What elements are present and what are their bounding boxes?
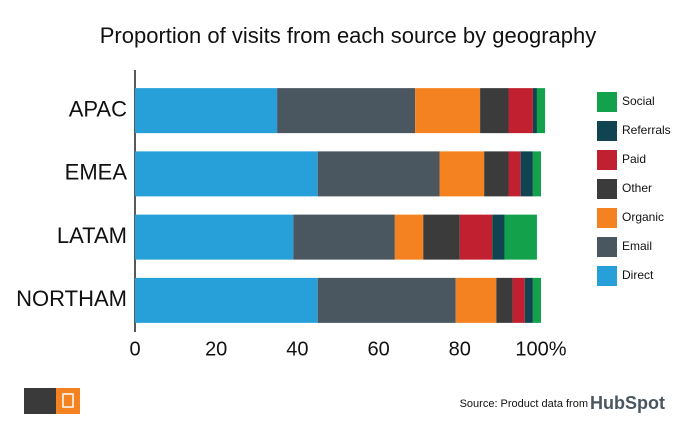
bar-segment: [135, 151, 318, 197]
x-tick-label: 20: [205, 338, 227, 360]
bar-segment: [317, 151, 440, 197]
bar-segment: [135, 277, 318, 323]
chart-title: Proportion of visits from each source by…: [100, 23, 596, 48]
legend-swatch: [597, 266, 617, 286]
bar-segment: [532, 151, 541, 197]
x-tick-label: 40: [286, 338, 308, 360]
bar-segment: [532, 88, 537, 134]
bar-segment: [508, 88, 533, 134]
legend-label: Email: [622, 239, 652, 253]
category-label: EMEA: [65, 160, 128, 185]
bar-segment: [508, 151, 521, 197]
bar-segment: [492, 214, 505, 260]
legend-swatch: [597, 121, 617, 141]
bar-segment: [455, 277, 497, 323]
bar-segment: [423, 214, 460, 260]
bar-segment: [520, 151, 533, 197]
legend-label: Organic: [622, 210, 664, 224]
legend-label: Paid: [622, 152, 646, 166]
bar-segment: [532, 277, 541, 323]
legend-swatch: [597, 179, 617, 199]
bar-segment: [293, 214, 395, 260]
bar-segment: [277, 88, 416, 134]
legend-label: Social: [622, 94, 655, 108]
category-label: APAC: [69, 96, 127, 121]
bar-segment: [394, 214, 424, 260]
bar-segment: [480, 88, 509, 134]
research-badge: [24, 388, 80, 414]
bar-segment: [484, 151, 509, 197]
x-tick-label: 60: [367, 338, 389, 360]
bar-segment: [439, 151, 485, 197]
bar-segment: [135, 214, 294, 260]
legend-label: Direct: [622, 268, 654, 282]
legend-label: Referrals: [622, 123, 671, 137]
bar-segment: [536, 88, 546, 134]
legend-swatch: [597, 150, 617, 170]
bar-segment: [496, 277, 513, 323]
legend-label: Other: [622, 181, 652, 195]
bar-segment: [459, 214, 493, 260]
legend-swatch: [597, 208, 617, 228]
legend-swatch: [597, 237, 617, 257]
x-tick-label: 100%: [515, 338, 566, 360]
source-note: Source: Product data from: [460, 398, 588, 410]
legend-swatch: [597, 92, 617, 112]
bar-segment: [317, 277, 456, 323]
bar-segment: [512, 277, 525, 323]
source-brand: HubSpot: [590, 393, 665, 413]
x-tick-label: 80: [449, 338, 471, 360]
bar-segment: [415, 88, 481, 134]
category-label: NORTHAM: [16, 286, 127, 311]
x-tick-label: 0: [129, 338, 140, 360]
bar-segment: [504, 214, 537, 260]
bar-segment: [524, 277, 533, 323]
bar-segment: [135, 88, 278, 134]
category-label: LATAM: [57, 223, 127, 248]
